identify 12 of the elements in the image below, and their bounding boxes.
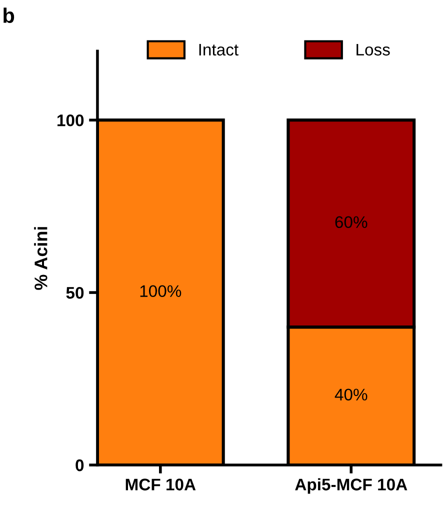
y-axis-title: % Acini <box>34 227 48 290</box>
legend-label: Loss <box>356 44 390 56</box>
legend-label: Intact <box>199 44 238 56</box>
chart-title: b <box>4 8 14 23</box>
y-tick-label: 0 <box>76 459 84 472</box>
data-label: 100% <box>140 285 182 298</box>
y-tick-label: 100 <box>58 114 84 126</box>
data-label: 60% <box>335 216 368 228</box>
data-label: 40% <box>334 388 368 400</box>
x-tick-label: Api5-MCF 10A <box>295 478 408 494</box>
y-tick-label: 50 <box>66 286 84 299</box>
x-tick-label: MCF 10A <box>126 478 196 490</box>
